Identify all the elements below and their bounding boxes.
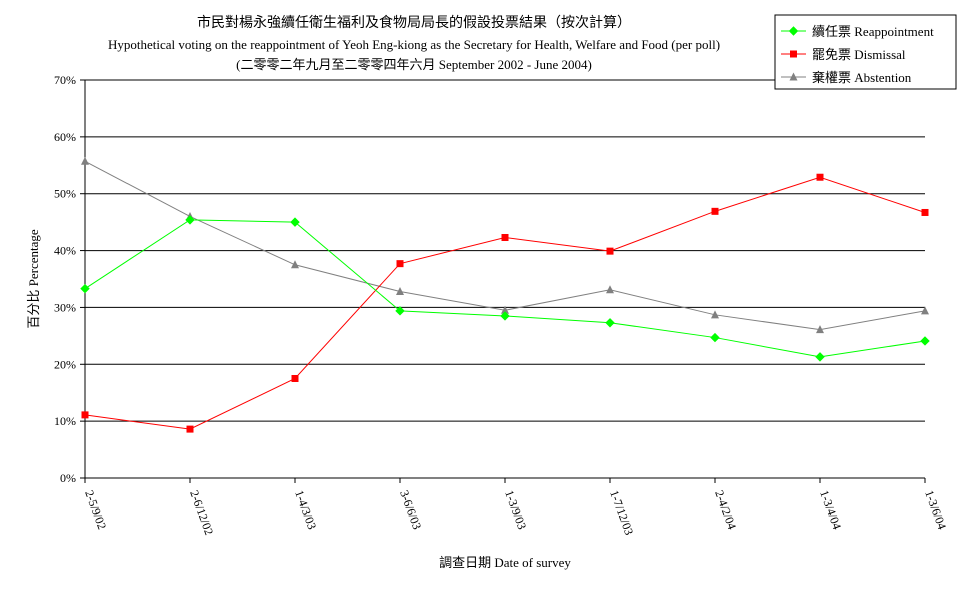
data-point-square bbox=[396, 260, 404, 268]
data-point-square bbox=[81, 411, 89, 419]
y-tick-label: 0% bbox=[60, 471, 76, 485]
series-line bbox=[84, 160, 926, 331]
data-point-diamond bbox=[815, 352, 825, 362]
y-tick-label: 20% bbox=[54, 357, 76, 371]
axes: 0% 10% 20% 30% 40% 50% 60% 70% 2-5/9/02 2-6/12/02… bbox=[54, 73, 949, 537]
data-point-triangle bbox=[501, 305, 509, 314]
y-tick-label: 70% bbox=[54, 73, 76, 87]
x-tick-label: 2-6/12/02 bbox=[187, 488, 216, 537]
x-tick-label: 2-5/9/02 bbox=[82, 488, 109, 531]
legend-label: 續任票 Reappointment bbox=[812, 24, 934, 39]
y-tick-label: 30% bbox=[54, 300, 76, 314]
data-point-square bbox=[921, 208, 929, 216]
series-line bbox=[84, 176, 926, 430]
legend-label: 罷免票 Dismissal bbox=[812, 47, 906, 62]
x-tick-label: 3-6/6/03 bbox=[397, 488, 424, 531]
y-tick-label: 60% bbox=[54, 130, 76, 144]
legend-label: 棄權票 Abstention bbox=[812, 70, 912, 85]
data-point-diamond bbox=[395, 306, 405, 316]
x-tick-label: 1-3/9/03 bbox=[502, 488, 529, 531]
chart-subtitle: Hypothetical voting on the reappointment… bbox=[108, 37, 720, 52]
x-tick-label: 1-4/3/03 bbox=[292, 488, 319, 531]
y-tick-label: 50% bbox=[54, 187, 76, 201]
data-point-diamond bbox=[788, 26, 799, 36]
series-diamond bbox=[80, 215, 930, 362]
x-tick-label: 1-3/6/04 bbox=[922, 488, 949, 531]
data-point-diamond bbox=[500, 311, 510, 321]
legend-entry: 棄權票 Abstention bbox=[781, 70, 912, 85]
chart-subtitle-period: (二零零二年九月至二零零四年六月 September 2002 - June 2… bbox=[236, 57, 592, 72]
legend-entry: 續任票 Reappointment bbox=[781, 24, 934, 39]
data-point-triangle bbox=[921, 306, 929, 315]
data-point-triangle bbox=[291, 260, 299, 269]
data-point-triangle bbox=[606, 285, 614, 294]
data-point-diamond bbox=[80, 283, 90, 294]
x-tick-label: 2-4/2/04 bbox=[712, 488, 739, 531]
data-point-diamond bbox=[920, 336, 930, 346]
data-point-square bbox=[291, 375, 299, 382]
data-point-triangle bbox=[816, 325, 824, 334]
chart-title: 市民對楊永強續任衛生福利及食物局局長的假設投票結果（按次計算） bbox=[197, 14, 631, 31]
data-point-diamond bbox=[605, 318, 615, 328]
data-point-square bbox=[790, 50, 797, 58]
gridlines bbox=[85, 79, 925, 422]
series-layer bbox=[80, 156, 930, 433]
data-point-triangle bbox=[789, 72, 798, 81]
x-axis-label: 調查日期 Date of survey bbox=[439, 555, 571, 570]
y-axis-label: 百分比 Percentage bbox=[26, 229, 41, 329]
x-tick-label: 1-3/4/04 bbox=[817, 488, 844, 531]
data-point-triangle bbox=[396, 287, 404, 296]
data-point-triangle bbox=[81, 156, 89, 165]
y-tick-label: 10% bbox=[54, 414, 76, 428]
data-point-square bbox=[816, 173, 824, 181]
data-point-diamond bbox=[185, 215, 195, 225]
y-tick-label: 40% bbox=[54, 244, 76, 258]
legend-entry: 罷免票 Dismissal bbox=[781, 47, 906, 62]
data-point-square bbox=[711, 207, 719, 215]
x-tick-label: 1-7/12/03 bbox=[607, 488, 636, 537]
series-square bbox=[81, 173, 929, 433]
data-point-square bbox=[606, 247, 614, 255]
legend: 續任票 Reappointment 罷免票 Dismissal 棄權票 Absten… bbox=[774, 14, 957, 90]
data-point-square bbox=[501, 233, 509, 241]
data-point-triangle bbox=[711, 310, 719, 319]
data-point-diamond bbox=[290, 217, 300, 227]
data-point-diamond bbox=[710, 332, 720, 343]
data-point-square bbox=[186, 425, 194, 433]
